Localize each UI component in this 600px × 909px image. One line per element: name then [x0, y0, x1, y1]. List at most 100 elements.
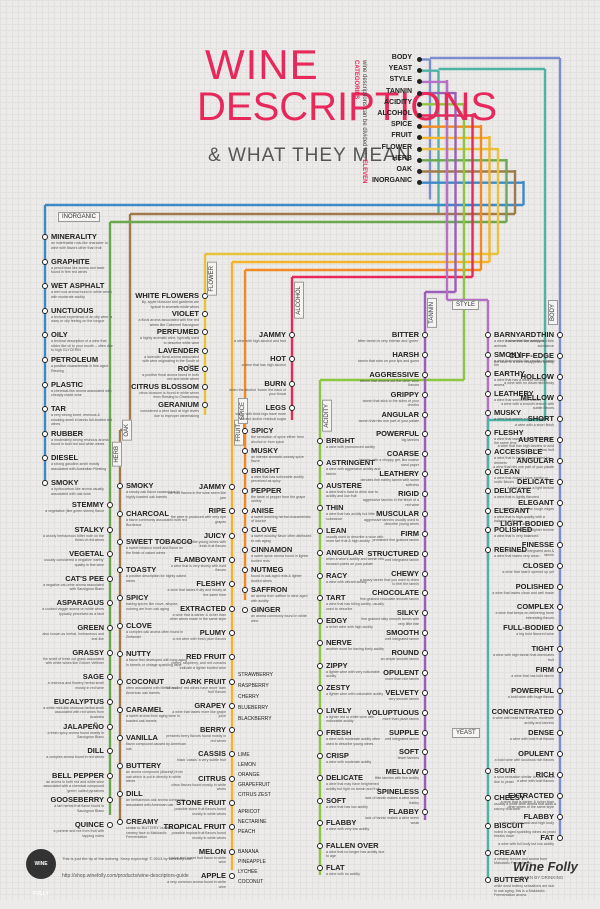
style-term-leathery-desc: a wine that smells like leather	[494, 397, 541, 402]
footer-note: This is just the tip of the iceberg. Kee…	[62, 856, 193, 861]
alcohol-term-dot	[289, 380, 295, 387]
tannin-term-dot	[422, 530, 428, 537]
herb-term-dot	[107, 551, 113, 558]
acidity-term-dot	[317, 820, 323, 827]
tannin-term-dot	[422, 510, 428, 517]
body-term-fat-desc: a wine with full body but low acidity	[498, 842, 554, 846]
acidity-term-dot	[317, 640, 323, 647]
inorganic-term-dot	[42, 455, 48, 462]
acidity-term-crisp: CRISP	[326, 750, 349, 760]
spice-term-bright-desc: a wine that has noticeable acidity perce…	[251, 474, 304, 484]
fruit-term-flamboyant-desc: a wine that is very showy with bold flav…	[170, 563, 226, 573]
fruit-term-plumy-desc: a red wine with fresh plum flavors	[172, 636, 226, 641]
body-term-closed-desc: a wine that hasn't opened up yet	[502, 569, 554, 574]
yeast-term-creamy-desc: a creamy texture and aroma from Malolact…	[494, 856, 548, 866]
tannin-term-aggressive-desc: tannin that drowns out the other wine fl…	[360, 378, 419, 388]
tannin-term-dot	[422, 789, 428, 796]
fruit-term-fleshy: FLESHY	[196, 579, 226, 589]
fruit-term-dot	[229, 629, 235, 636]
herb-term-dot	[107, 797, 113, 804]
yeast-category-label: YEAST	[452, 728, 480, 738]
fruit-term-ripe-desc: the wine is produced with very ripe grap…	[170, 515, 226, 524]
acidity-term-dot	[317, 685, 323, 692]
flower-term-violet: VIOLET	[171, 309, 199, 319]
herb-term-dot	[107, 674, 113, 681]
inorganic-term-tar-desc: a very strong burnt, resinous & smoking …	[51, 413, 112, 427]
acidity-term-dot	[317, 505, 323, 512]
fruit-term-extracted: EXTRACTED	[180, 603, 226, 613]
tannin-term-dot	[422, 809, 428, 815]
style-term-smoky-desc: a wine that smells like smoke or camp fi…	[494, 358, 555, 368]
inorganic-term-smoky-desc: a hydrocarbon-like aroma usually associa…	[51, 487, 104, 496]
style-term-accessible-desc: a wine that is easily appreciated by dri…	[494, 456, 550, 465]
body-term-concentrated: CONCENTRATED	[491, 707, 554, 717]
acidity-term-dot	[317, 842, 323, 849]
body-term-angular-desc: a wine that hits one part of your palate	[493, 464, 554, 469]
tannin-term-velvety: VELVETY	[385, 687, 419, 697]
body-term-flabby-desc: a wine with low acid and high body	[498, 821, 554, 826]
fruit-term-dot	[229, 532, 235, 539]
oak-term-dot	[117, 651, 123, 657]
style-term-musky: MUSKY	[494, 408, 522, 418]
yeast-term-buttery-desc: while most buttery sensations are due to…	[494, 884, 555, 897]
oak-term-dot	[117, 511, 123, 517]
oak-term-dot	[117, 679, 123, 685]
style-term-musky-desc: a wine that smells a bit of musk oil	[494, 417, 549, 422]
style-term-elegant-desc: a wine that is high-quality with a balan…	[494, 514, 545, 524]
inorganic-term-rubber-desc: a moderately strong resinous aroma found…	[51, 437, 109, 447]
inorganic-term-wet-asphalt: WET ASPHALT	[51, 281, 105, 291]
fruit-term-dot	[229, 508, 235, 515]
inorganic-term-dot	[42, 357, 48, 363]
fruit-term-dot	[229, 654, 235, 661]
body-term-rich-desc: a wine with bold flavors	[516, 779, 554, 784]
acidity-term-racy-desc: a wine with vibrant acidity	[326, 579, 367, 584]
body-term-elegant-desc: a wine that has fine rough edges	[502, 506, 554, 511]
herb-term-cat-s-pee: CAT'S PEE	[65, 573, 104, 583]
inorganic-term-oily-desc: a textural description of a wine that st…	[51, 339, 113, 353]
style-term-dot	[485, 507, 491, 514]
spice-term-ginger-desc: an aroma commonly found in white wine	[251, 614, 307, 623]
fruit-sub-raspberry: RASPBERRY	[238, 683, 269, 689]
yeast-term-biscuit: BISCUIT	[494, 820, 524, 830]
tannin-term-rigid: RIGID	[398, 489, 419, 498]
acidity-term-flabby-desc: a wine with very low acidity	[326, 827, 370, 832]
legend-label-oak: OAK	[396, 166, 412, 173]
acidity-term-angular: ANGULAR	[326, 548, 364, 558]
tannin-term-leathery: LEATHERY	[379, 469, 419, 479]
acidity-term-dot	[317, 662, 323, 669]
body-term-elegant: ELEGANT	[518, 497, 554, 507]
footer-url[interactable]: http://shop.winefolly.com/products/wine-…	[62, 873, 189, 879]
acidity-term-delicate: DELICATE	[326, 773, 363, 783]
spice-term-dot	[242, 467, 248, 474]
inorganic-category-label: INORGANIC	[58, 212, 101, 222]
flower-term-lavender: LAVENDER	[158, 345, 199, 355]
body-term-polished-desc: a wine that tastes clean and well made	[492, 590, 554, 595]
spice-term-dot	[242, 507, 248, 514]
inorganic-term-unctuous-desc: a textural experience of an oily wine, a…	[51, 314, 113, 324]
fruit-term-juicy: JUICY	[203, 530, 226, 540]
fruit-term-berry-desc: presents berry flavors found mostly in r…	[166, 734, 226, 743]
alcohol-term-jammy-desc: a wine with high alcohol and fruit	[234, 339, 286, 343]
tannin-term-dot	[422, 590, 428, 597]
spice-term-nutmeg: NUTMEG	[251, 565, 284, 575]
body-term-firm-desc: a wine that has bold tannin	[511, 674, 554, 679]
body-term-dot	[557, 688, 563, 695]
oak-term-dill-desc: an herbaceous oak aroma commonly associa…	[126, 798, 186, 807]
herb-term-dot	[107, 822, 113, 828]
inorganic-term-dot	[42, 406, 48, 413]
fruit-term-apple-desc: a very common aroma found in white wine	[167, 880, 226, 889]
legend-label-body: BODY	[391, 54, 412, 61]
fruit-term-grapey-desc: a wine that tastes more like grape juice	[172, 709, 226, 719]
herb-term-vegetal: VEGETAL	[69, 549, 104, 559]
acidity-term-fallen-over: FALLEN OVER	[326, 840, 379, 850]
herb-term-grassy-desc: the smell of fresh cut grass associated …	[42, 656, 104, 666]
tannin-term-dot	[422, 610, 428, 617]
body-term-dot	[557, 373, 563, 380]
herb-term-eucalyptus: EUCALYPTUS	[53, 696, 104, 706]
tannin-term-dot	[422, 451, 428, 458]
fruit-sub-nectarine: NECTARINE	[238, 819, 267, 825]
tannin-term-dot	[422, 471, 428, 478]
fruit-sub-cherry: CHERRY	[238, 694, 260, 700]
fruit-sub-blackberry: BLACKBERRY	[238, 716, 272, 722]
inorganic-term-diesel: DIESEL	[51, 453, 79, 463]
